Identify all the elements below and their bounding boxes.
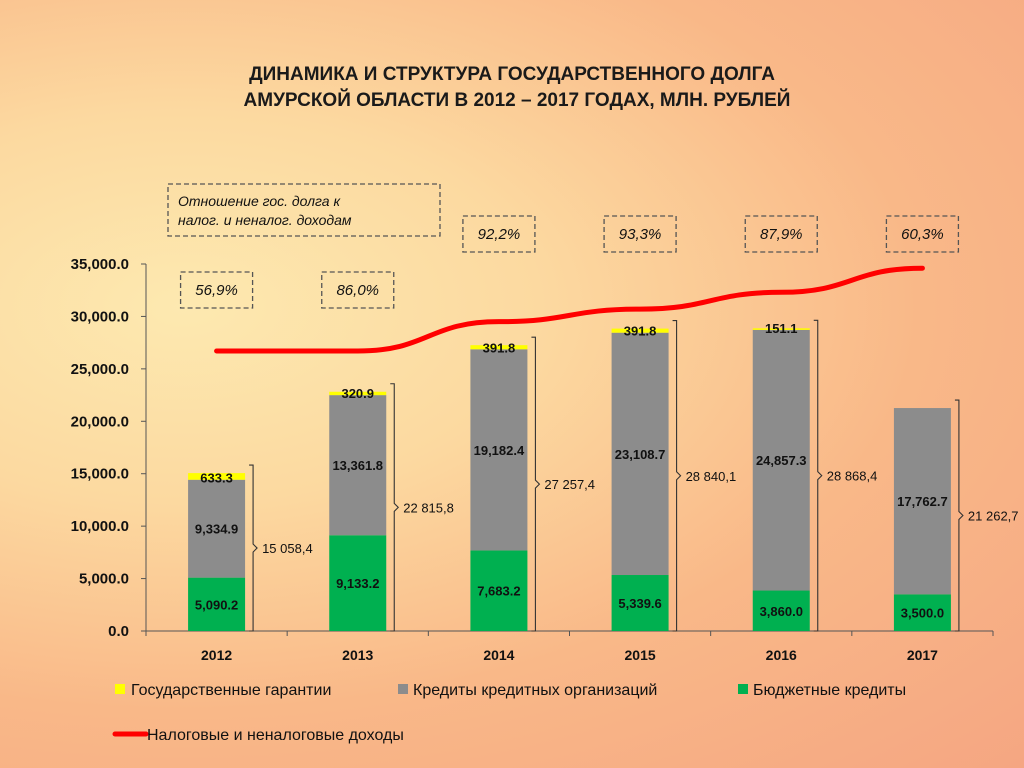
data-label-budget-credits: 3,860.0	[760, 604, 803, 619]
bar-budget-credits	[611, 575, 669, 631]
bar-budget-credits	[893, 594, 951, 631]
y-tick-label: 30,000.0	[71, 308, 129, 325]
x-tick-label: 2014	[483, 647, 514, 663]
total-label: 27 257,4	[544, 477, 595, 492]
total-label: 28 840,1	[686, 469, 737, 484]
y-tick-label: 10,000.0	[71, 518, 129, 535]
ratio-label: 93,3%	[619, 226, 662, 243]
bar-guarantees	[329, 391, 387, 396]
total-label: 15 058,4	[262, 541, 313, 556]
bar-bank-credits	[188, 479, 246, 578]
y-tick-label: 5,000.0	[79, 571, 129, 588]
data-label-guarantees: 320.9	[341, 386, 374, 401]
bar-bank-credits	[611, 332, 669, 576]
legend-label-budget-credits: Бюджетные кредиты	[753, 682, 906, 699]
legend-label-guarantees: Государственные гарантии	[131, 682, 331, 699]
bar-bank-credits	[893, 408, 951, 595]
ratio-label: 56,9%	[195, 282, 238, 299]
revenue-line	[214, 265, 925, 354]
total-label: 22 815,8	[403, 500, 454, 515]
bar-bank-credits	[752, 329, 810, 591]
data-label-bank-credits: 13,361.8	[332, 458, 383, 473]
bar-guarantees	[752, 328, 810, 330]
ratio-box	[321, 271, 395, 309]
legend-label-revenue: Налоговые и неналоговые доходы	[147, 727, 404, 744]
x-tick-label: 2013	[342, 647, 373, 663]
data-label-budget-credits: 7,683.2	[477, 584, 520, 599]
bar-budget-credits	[752, 590, 810, 631]
title-line-2: АМУРСКОЙ ОБЛАСТИ В 2012 – 2017 ГОДАХ, МЛ…	[244, 89, 791, 111]
data-label-guarantees: 391.8	[624, 324, 657, 339]
y-tick-label: 25,000.0	[71, 361, 129, 378]
ratio-label: 86,0%	[336, 282, 379, 299]
ratio-label: 92,2%	[478, 226, 521, 243]
data-label-budget-credits: 5,339.6	[618, 596, 661, 611]
data-label-budget-credits: 3,500.0	[901, 606, 944, 621]
legend-swatch-guarantees	[115, 684, 125, 694]
total-label: 28 868,4	[827, 469, 878, 484]
y-tick-label: 35,000.0	[71, 256, 129, 273]
x-tick-label: 2017	[907, 647, 938, 663]
legend: Государственные гарантии Кредиты кредитн…	[112, 682, 906, 744]
total-bracket	[954, 399, 964, 632]
bar-budget-credits	[470, 550, 528, 631]
ratio-box	[885, 215, 960, 253]
legend-label-bank-credits: Кредиты кредитных организаций	[413, 682, 657, 699]
data-label-bank-credits: 23,108.7	[615, 447, 666, 462]
total-bracket	[813, 319, 823, 632]
ratio-box	[744, 215, 818, 253]
bar-guarantees	[188, 473, 246, 480]
legend-swatch-bank-credits	[398, 684, 408, 694]
bar-guarantees	[470, 345, 528, 350]
data-label-bank-credits: 9,334.9	[195, 522, 238, 537]
y-tick-label: 20,000.0	[71, 413, 129, 430]
total-bracket	[531, 336, 541, 632]
ratio-note-line-2: налог. и неналог. доходам	[178, 212, 352, 228]
bar-bank-credits	[470, 349, 528, 551]
total-label: 21 262,7	[968, 509, 1019, 524]
ratio-label: 87,9%	[760, 226, 803, 243]
y-tick-label: 15,000.0	[71, 466, 129, 483]
ratio-box	[179, 271, 254, 309]
total-bracket	[249, 464, 258, 632]
data-label-guarantees: 391.8	[483, 340, 516, 355]
bar-guarantees	[611, 328, 669, 333]
ratio-note: Отношение гос. долга к налог. и неналог.…	[167, 183, 441, 237]
legend-swatch-budget-credits	[738, 684, 748, 694]
ratio-label: 60,3%	[901, 226, 944, 243]
x-tick-label: 2015	[625, 647, 656, 663]
total-bracket	[672, 320, 682, 632]
data-label-guarantees: 633.3	[200, 471, 233, 486]
ratio-note-line-1: Отношение гос. долга к	[178, 193, 341, 209]
data-label-bank-credits: 24,857.3	[756, 453, 807, 468]
data-label-bank-credits: 19,182.4	[474, 443, 525, 458]
data-label-budget-credits: 9,133.2	[336, 576, 379, 591]
data-label-budget-credits: 5,090.2	[195, 597, 238, 612]
ratio-box	[462, 215, 536, 253]
x-tick-label: 2016	[766, 647, 797, 663]
bar-budget-credits	[329, 535, 387, 631]
x-tick-label: 2012	[201, 647, 232, 663]
data-label-bank-credits: 17,762.7	[897, 494, 948, 509]
ratio-box	[603, 215, 677, 253]
data-label-guarantees: 151.1	[765, 321, 798, 336]
ratio-note-box	[167, 183, 441, 237]
total-bracket	[390, 383, 400, 632]
y-tick-label: 0.0	[108, 623, 129, 640]
title-line-1: ДИНАМИКА И СТРУКТУРА ГОСУДАРСТВЕННОГО ДО…	[249, 64, 775, 85]
bar-bank-credits	[329, 395, 387, 536]
bar-budget-credits	[188, 577, 246, 631]
chart-title: ДИНАМИКА И СТРУКТУРА ГОСУДАРСТВЕННОГО ДО…	[244, 64, 791, 111]
